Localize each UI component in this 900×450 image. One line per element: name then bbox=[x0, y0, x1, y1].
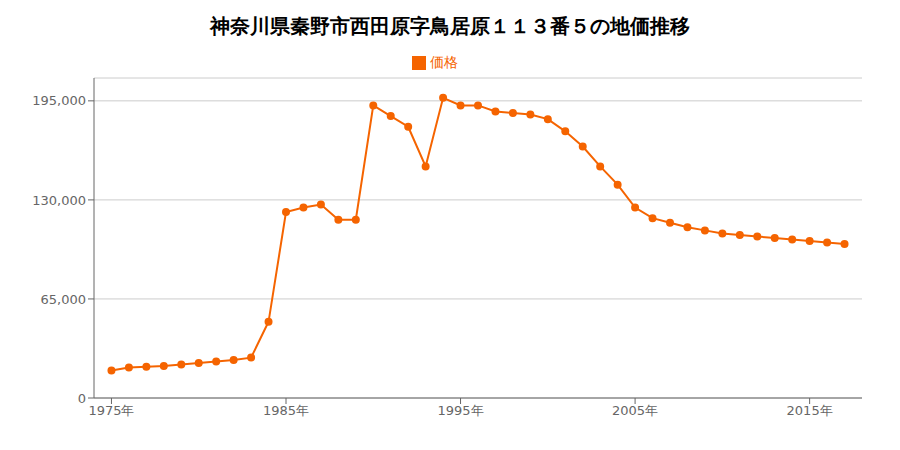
svg-text:1995年: 1995年 bbox=[437, 403, 483, 418]
svg-text:130,000: 130,000 bbox=[32, 193, 86, 208]
html-text:神奈川県秦野市西田原字鳥居原１１３番５の地価推移: 神奈川県秦野市西田原字鳥居原１１３番５の地価推移 bbox=[210, 14, 690, 38]
svg-text:1975年: 1975年 bbox=[88, 403, 134, 418]
svg-text:0: 0 bbox=[78, 391, 86, 406]
svg-text:2015年: 2015年 bbox=[787, 403, 833, 418]
svg-text:1985年: 1985年 bbox=[263, 403, 309, 418]
svg-text:195,000: 195,000 bbox=[32, 93, 86, 108]
html-text:価格: 価格 bbox=[430, 54, 458, 70]
svg-text:2005年: 2005年 bbox=[612, 403, 658, 418]
svg-text:65,000: 65,000 bbox=[41, 292, 87, 307]
